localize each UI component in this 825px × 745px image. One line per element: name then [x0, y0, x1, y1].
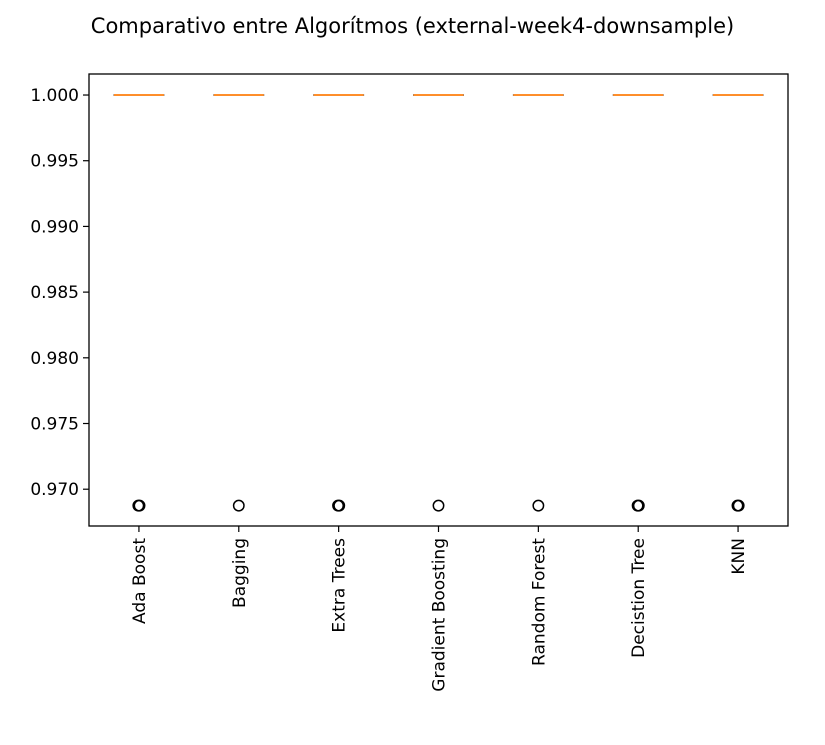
y-tick-label: 1.000	[30, 86, 79, 106]
y-tick-label: 0.975	[30, 415, 79, 435]
y-tick-label: 0.990	[30, 217, 79, 237]
chart-title: Comparativo entre Algorítmos (external-w…	[90, 14, 735, 38]
plot-frame	[88, 73, 789, 527]
plot-marks	[113, 94, 764, 512]
outlier-point	[632, 499, 645, 512]
y-tick-label: 0.980	[30, 349, 79, 369]
x-tick-label: Random Forest	[529, 538, 549, 666]
y-tick-label: 0.995	[30, 152, 79, 172]
x-tick-label: Ada Boost	[130, 538, 150, 624]
x-tick-label: Gradient Boosting	[430, 538, 450, 692]
y-tick-label: 0.970	[30, 480, 79, 500]
x-tick-label: KNN	[729, 538, 749, 575]
outlier-point	[333, 499, 346, 512]
outlier-point	[732, 499, 745, 512]
x-axis: Ada Boost Bagging Extra Trees Gradient Boos…	[130, 526, 749, 692]
x-tick-label: Extra Trees	[330, 538, 350, 633]
outlier-point	[133, 499, 146, 512]
outlier-point	[432, 499, 445, 512]
outlier-point	[232, 499, 245, 512]
outlier-point	[532, 499, 545, 512]
y-tick-label: 0.985	[30, 283, 79, 303]
y-axis: 1.000 0.995 0.990 0.985 0.980 0.975 0.970	[30, 86, 89, 500]
x-tick-label: Bagging	[230, 538, 250, 608]
x-tick-label: Decistion Tree	[629, 538, 649, 658]
